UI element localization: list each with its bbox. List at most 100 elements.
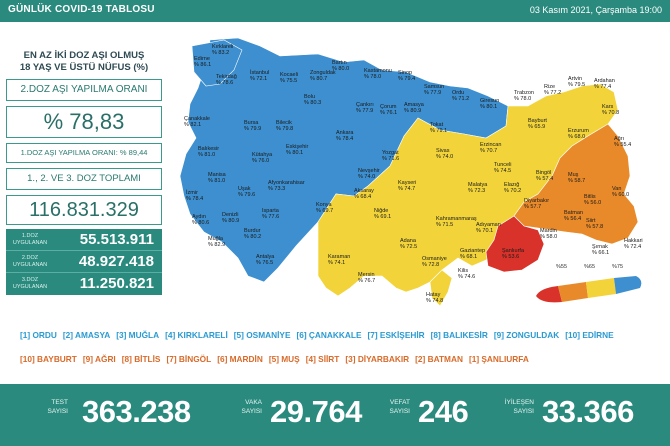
death-count: 246 (418, 394, 469, 429)
prov-tunceli: Tunceli% 74.5 (494, 162, 512, 174)
prov-kilis: Kilis% 74.6 (458, 268, 475, 280)
legend-label-55: %55 (556, 264, 568, 270)
rank-top-8: [8] BALIKESİR (430, 330, 488, 340)
rank-bottom-1: [1] ŞANLIURFA (468, 354, 529, 364)
prov-siirt: Siirt% 57.8 (586, 218, 603, 230)
prov-burdur: Burdur% 80.2 (244, 228, 261, 240)
prov-cankiri: Çankırı% 77.9 (356, 102, 374, 114)
prov-bursa: Bursa% 79.9 (244, 120, 261, 132)
prov-kayseri: Kayseri% 74.7 (398, 180, 416, 192)
prov-balikesir: Balıkesir% 81.0 (198, 146, 219, 158)
prov-diyarbakir: Diyarbakır% 57.7 (524, 198, 549, 210)
dose-breakdown: 1.DOZ UYGULANAN 55.513.911 2.DOZ UYGULAN… (6, 229, 162, 295)
legend-label-75: %75 (612, 264, 624, 270)
dose-label-2: UYGULANAN (12, 240, 48, 246)
rank-top-5: [5] OSMANİYE (233, 330, 291, 340)
prov-edirne: Edirne% 86.1 (194, 56, 211, 68)
total-doses-value: 116.831.329 (6, 195, 162, 225)
prov-rize: Rize% 77.2 (544, 84, 561, 96)
page-title: GÜNLÜK COVID-19 TABLOSU (8, 4, 155, 15)
rank-bottom-8: [8] BİTLİS (121, 354, 161, 364)
turkey-vaccination-map: Edirne% 86.1 Kırklareli% 83.2 Tekirdağ% … (179, 37, 643, 307)
prov-mardin: Mardin% 58.0 (540, 228, 557, 240)
prov-elazig: Elazığ% 70.2 (504, 182, 521, 194)
test-label-1: TEST (51, 399, 68, 406)
panel-heading-line2: 18 YAŞ VE ÜSTÜ NÜFUS (%) (19, 62, 149, 73)
prov-samsun: Samsun% 77.9 (424, 84, 444, 96)
top-ten-ranking: [1] ORDU [2] AMASYA [3] MUĞLA [4] KIRKLAREL… (20, 330, 620, 340)
rank-top-1: [1] ORDU (20, 330, 57, 340)
prov-izmir: İzmir% 78.4 (186, 189, 203, 202)
dose-label: 1.DOZ UYGULANAN (10, 233, 50, 247)
dose-value: 55.513.911 (79, 231, 154, 248)
report-date: 03 Kasım 2021, Çarşamba 19:00 (529, 5, 662, 15)
prov-osmaniye: Osmaniye% 72.8 (422, 256, 447, 268)
legend-label-65: %65 (584, 264, 596, 270)
rank-bottom-3: [3] DİYARBAKIR (345, 354, 410, 364)
prov-bolu: Bolu% 80.3 (304, 94, 321, 106)
prov-bingol: Bingöl% 57.4 (536, 170, 553, 182)
prov-zonguldak: Zonguldak% 80.7 (310, 70, 336, 82)
dose-value: 48.927.418 (78, 253, 154, 270)
map-region-thrace (191, 39, 243, 87)
case-label-1: VAKA (245, 399, 262, 406)
prov-bartin: Bartın% 80.0 (332, 60, 349, 72)
prov-gaziantep: Gaziantep% 68.1 (460, 248, 485, 260)
bottom-ten-ranking: [10] BAYBURT [9] AĞRI [8] BİTLİS [7] BİNGÖL… (20, 354, 535, 364)
rank-top-4: [4] KIRKLARELİ (165, 330, 228, 340)
rank-top-3: [3] MUĞLA (116, 330, 160, 340)
dose-label-2: UYGULANAN (12, 262, 48, 268)
rank-bottom-5: [5] MUŞ (268, 354, 300, 364)
province-labels: Edirne% 86.1 Kırklareli% 83.2 Tekirdağ% … (184, 44, 643, 304)
recovered-label: İYİLEŞEN SAYISI (496, 398, 534, 416)
dose-label: 2.DOZ UYGULANAN (10, 255, 50, 269)
recovered-label-1: İYİLEŞEN (504, 399, 534, 406)
dose-row-1: 1.DOZ UYGULANAN 55.513.911 (6, 229, 162, 251)
map-region-red (485, 215, 545, 273)
prov-tokat: Tokat% 79.1 (430, 122, 447, 134)
prov-denizli: Denizli% 80.9 (222, 212, 239, 224)
prov-agri: Ağrı% 55.4 (614, 136, 631, 148)
death-label: VEFAT SAYISI (384, 398, 410, 416)
vaccination-panel: EN AZ İKİ DOZ AŞI OLMUŞ 18 YAŞ VE ÜSTÜ N… (6, 50, 162, 295)
map-region-hatay (429, 269, 453, 307)
test-count: 363.238 (82, 394, 191, 429)
prov-malatya: Malatya% 72.3 (468, 182, 488, 194)
prov-bayburt: Bayburt% 65.9 (528, 118, 547, 130)
second-dose-label: 2.DOZ AŞI YAPILMA ORANI (6, 79, 162, 101)
rank-top-9: [9] ZONGULDAK (493, 330, 560, 340)
prov-mus: Muş% 58.7 (568, 172, 585, 184)
total-doses-label: 1., 2. VE 3. DOZ TOPLAMI (6, 168, 162, 190)
rank-bottom-9: [9] AĞRI (82, 354, 116, 364)
prov-hakkari: Hakkari% 72.4 (624, 238, 643, 250)
prov-sanliurfa: Şanlıurfa% 53.6 (502, 248, 525, 260)
prov-afyon: Afyonkarahisar% 73.3 (268, 180, 305, 192)
prov-amasya: Amasya% 80.9 (404, 102, 425, 114)
prov-isparta: Isparta% 77.6 (262, 208, 280, 220)
prov-kahramanmaras: Kahramanmaraş% 71.5 (436, 216, 477, 228)
rank-bottom-7: [7] BİNGÖL (166, 354, 212, 364)
prov-kutahya: Kütahya% 76.0 (252, 152, 273, 164)
prov-aksaray: Aksaray% 68.4 (354, 188, 374, 200)
prov-kirklareli: Kırklareli% 83.2 (212, 44, 233, 56)
prov-erzurum: Erzurum% 68.0 (568, 128, 589, 140)
rank-top-10: [10] EDİRNE (565, 330, 614, 340)
prov-sivas: Sivas% 74.0 (436, 148, 453, 160)
prov-giresun: Giresun% 80.1 (480, 98, 499, 110)
rank-bottom-10: [10] BAYBURT (20, 354, 77, 364)
top-bar: GÜNLÜK COVID-19 TABLOSU 03 Kasım 2021, Ç… (0, 0, 670, 22)
rank-top-7: [7] ESKİŞEHİR (367, 330, 425, 340)
prov-adiyaman: Adıyaman% 70.1 (476, 222, 501, 234)
dose-label-2: UYGULANAN (12, 284, 48, 290)
prov-karaman: Karaman% 74.1 (328, 254, 350, 266)
dose-value: 11.250.821 (79, 275, 154, 292)
prov-aydin: Aydın% 80.6 (192, 214, 209, 226)
recovered-count: 33.366 (542, 394, 634, 429)
panel-heading: EN AZ İKİ DOZ AŞI OLMUŞ 18 YAŞ VE ÜSTÜ N… (6, 50, 162, 74)
prov-manisa: Manisa% 81.0 (208, 172, 227, 184)
prov-sinop: Sinop% 79.4 (398, 70, 415, 82)
prov-kocaeli: Kocaeli% 75.5 (280, 72, 298, 84)
rank-bottom-2: [2] BATMAN (415, 354, 463, 364)
prov-adana: Adana% 72.5 (400, 238, 417, 250)
prov-mersin: Mersin% 76.7 (358, 272, 375, 284)
